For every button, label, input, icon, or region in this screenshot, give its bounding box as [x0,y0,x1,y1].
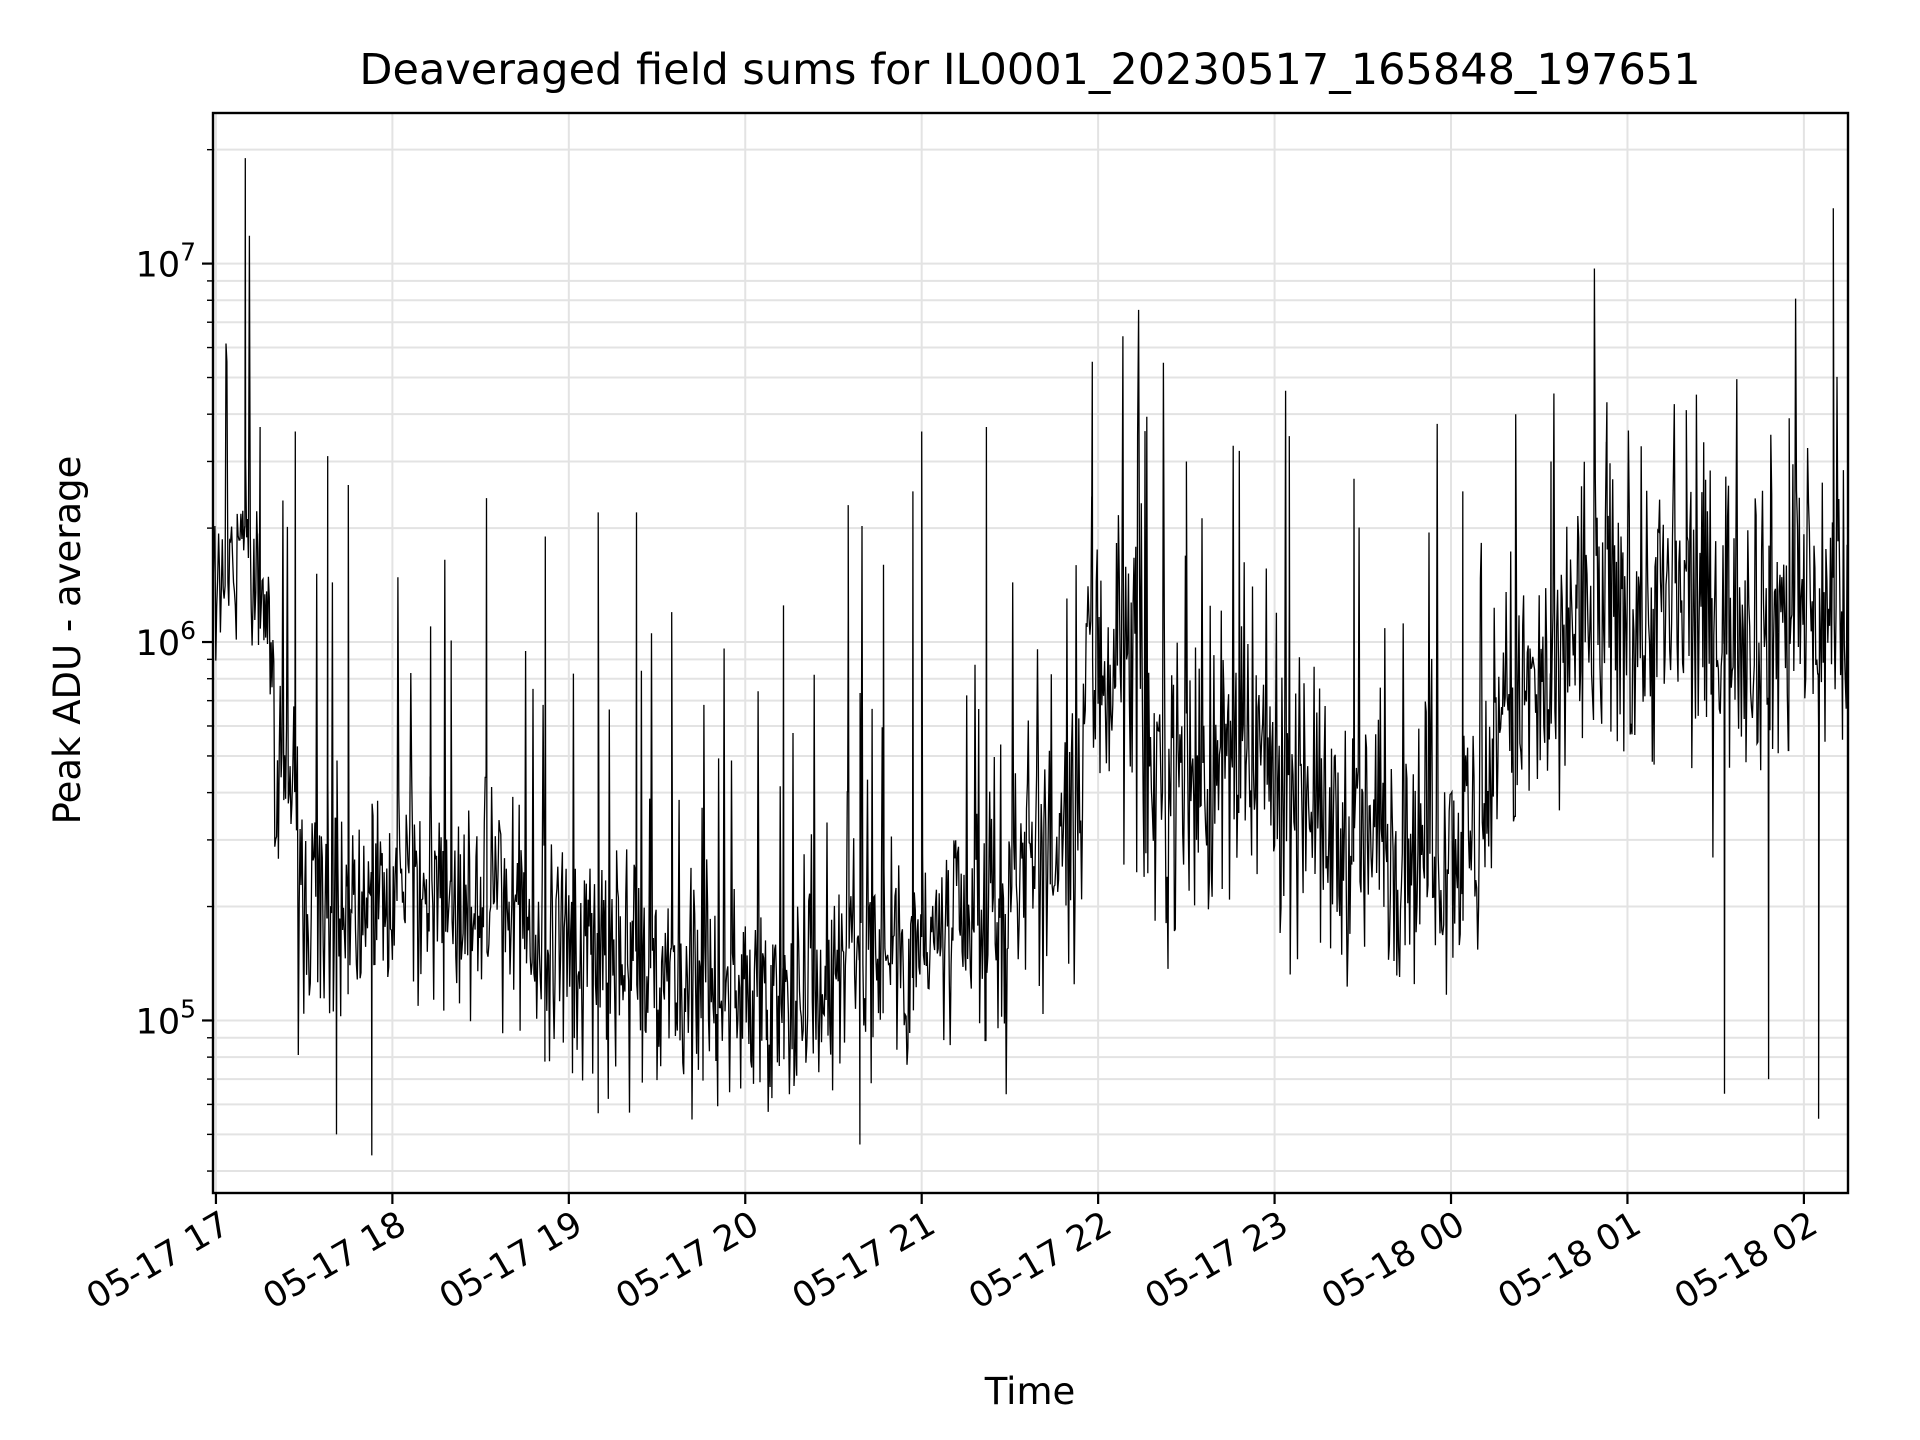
x-tick-label: 05-17 20 [609,1204,765,1317]
axes-frame [211,111,1850,1195]
x-tick-label: 05-17 22 [962,1204,1118,1317]
x-tick-label: 05-18 01 [1492,1204,1648,1317]
x-tick-label: 05-17 18 [257,1204,413,1317]
y-axis-label: Peak ADU - average [46,456,89,825]
x-tick-label: 05-17 21 [786,1204,942,1317]
minor-gridlines [213,148,1848,1173]
y-axis-ticks: 105 106 107 [136,238,213,1042]
y-tick-label: 105 [136,994,196,1042]
y-tick-label: 107 [136,238,196,286]
x-tick-label: 05-18 00 [1315,1204,1471,1317]
series-line [212,158,1848,1156]
x-tick-label: 05-17 17 [80,1204,236,1317]
series-layer [212,158,1848,1156]
y-tick-label: 106 [136,616,196,664]
x-tick-label: 05-17 23 [1139,1204,1295,1317]
y-minor-ticks [207,148,213,1172]
chart-title: Deaveraged field sums for IL0001_2023051… [359,45,1700,95]
x-tick-label: 05-17 19 [433,1204,589,1317]
major-gridlines [213,113,1848,1193]
x-axis-ticks: 05-17 17 05-17 18 05-17 19 05-17 20 05-17 21… [80,1193,1824,1317]
x-tick-label: 05-18 02 [1668,1204,1824,1317]
x-axis-label: Time [984,1370,1076,1413]
